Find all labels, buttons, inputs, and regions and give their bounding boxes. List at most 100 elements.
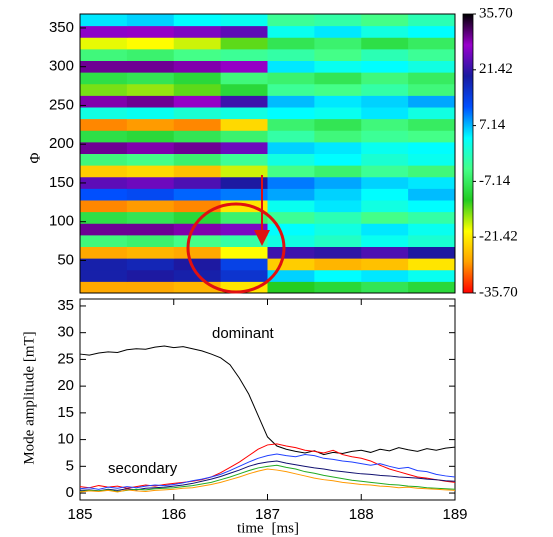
heatmap-cell	[314, 130, 362, 143]
heatmap-cell	[267, 130, 315, 143]
heatmap-cell	[220, 95, 268, 108]
heatmap-cell	[361, 153, 409, 166]
heatmap-cell	[220, 223, 268, 236]
y-tick-label: 10	[57, 431, 74, 448]
colorbar-tick-label: 21.42	[479, 61, 513, 77]
heatmap-cell	[80, 246, 128, 259]
heatmap-cell	[220, 83, 268, 96]
heatmap-cell	[314, 37, 362, 50]
heatmap-cell	[408, 141, 456, 154]
heatmap-cell	[80, 176, 128, 189]
heatmap-cell	[361, 234, 409, 247]
heatmap-cell	[267, 188, 315, 201]
heatmap-cell	[408, 25, 456, 38]
heatmap-cell	[267, 234, 315, 247]
heatmap-cell	[314, 153, 362, 166]
heatmap-cell	[361, 176, 409, 189]
heatmap-cell	[220, 72, 268, 85]
heatmap-cell	[361, 223, 409, 236]
heatmap-cell	[173, 211, 222, 224]
heatmap-cell	[361, 211, 409, 224]
heatmap-cell	[126, 95, 175, 108]
heatmap-cell	[314, 223, 362, 236]
line-panel: 0 5 10 15 20 25 30 35 185 186 187 188 189 dominant sec…	[21, 297, 467, 537]
heatmap-cell	[267, 223, 315, 236]
heatmap-cell	[126, 234, 175, 247]
heatmap-cell	[220, 14, 268, 27]
heatmap-cell	[408, 118, 456, 131]
colorbar-tick-label: 35.70	[479, 5, 513, 21]
heatmap-cell	[173, 176, 222, 189]
heatmap-cell	[173, 60, 222, 73]
heatmap-cell	[314, 281, 362, 294]
heatmap-cell	[408, 176, 456, 189]
heatmap-cell	[126, 48, 175, 61]
y-tick-label: 25	[57, 350, 74, 367]
heatmap-cell	[126, 269, 175, 282]
annotation: secondary	[108, 460, 178, 477]
heatmap-cell	[267, 25, 315, 38]
x-axis-title: time [ms]	[237, 520, 299, 536]
heatmap-cell	[361, 107, 409, 120]
heatmap-cell	[314, 258, 362, 271]
heatmap-cell	[173, 165, 222, 178]
plot-frame	[79, 13, 456, 294]
heatmap-cell	[126, 118, 175, 131]
heatmap-cell	[126, 176, 175, 189]
heatmap-cell	[173, 141, 222, 154]
heatmap-cell	[220, 165, 268, 178]
heatmap-cell	[267, 165, 315, 178]
heatmap-cell	[126, 107, 175, 120]
heatmap-cell	[267, 269, 315, 282]
heatmap-cell	[80, 37, 128, 50]
heatmap-cell	[267, 258, 315, 271]
heatmap-cell	[314, 72, 362, 85]
heatmap-cell	[314, 246, 362, 259]
heatmap-cell	[361, 246, 409, 259]
heatmap-cell	[126, 258, 175, 271]
heatmap-cell	[361, 25, 409, 38]
heatmap-cell	[361, 95, 409, 108]
heatmap-cell	[80, 107, 128, 120]
y-tick-label: 150	[49, 174, 74, 191]
heatmap-cell	[314, 165, 362, 178]
heatmap-cell	[267, 281, 315, 294]
heatmap-cell	[408, 223, 456, 236]
heatmap-cell	[267, 37, 315, 50]
heatmap-cell	[267, 211, 315, 224]
heatmap-cell	[220, 246, 268, 259]
heatmap-cell	[408, 281, 456, 294]
heatmap-cell	[408, 246, 456, 259]
heatmap-cell	[361, 130, 409, 143]
series-line	[79, 460, 456, 492]
y-tick-label: 35	[57, 297, 74, 314]
heatmap-cell	[220, 107, 268, 120]
heatmap-cell	[173, 48, 222, 61]
heatmap-cell	[80, 153, 128, 166]
y-tick-label: 5	[66, 457, 74, 474]
colorbar-tick-label: 7.14	[479, 117, 506, 133]
heatmap-cell	[408, 211, 456, 224]
heatmap-cell	[126, 281, 175, 294]
heatmap-cell	[80, 83, 128, 96]
heatmap-cell	[408, 269, 456, 282]
highlight-circle	[186, 202, 286, 294]
heatmap-cell	[408, 95, 456, 108]
heatmap-cell	[80, 211, 128, 224]
heatmap-cell	[126, 246, 175, 259]
heatmap-cell	[80, 165, 128, 178]
heatmap-cell	[80, 48, 128, 61]
heatmap-cell	[126, 211, 175, 224]
heatmap-cell	[361, 83, 409, 96]
heatmap-cell	[126, 141, 175, 154]
heatmap-cell	[220, 234, 268, 247]
annotation: dominant	[212, 325, 275, 342]
heatmap-cell	[173, 83, 222, 96]
y-tick-label: 100	[49, 213, 74, 230]
heatmap-cell	[314, 200, 362, 213]
heatmap-cell	[80, 130, 128, 143]
y-tick-label: 350	[49, 19, 74, 36]
heatmap-cell	[80, 60, 128, 73]
heatmap-cell	[220, 37, 268, 50]
x-tick-label: 187	[255, 506, 280, 523]
